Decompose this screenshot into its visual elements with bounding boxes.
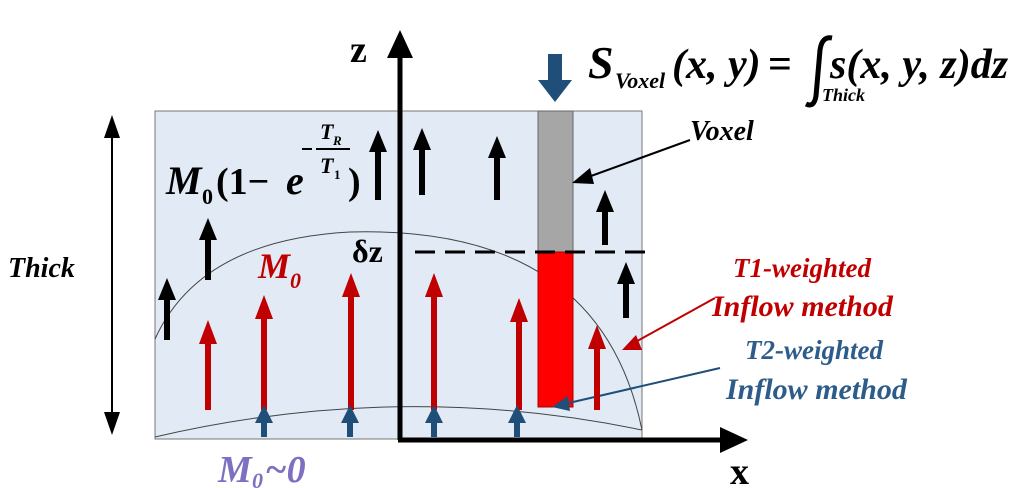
dz-label: δz bbox=[352, 233, 383, 269]
eq-s: S bbox=[588, 37, 614, 88]
black-arrows bbox=[158, 128, 635, 340]
blue-up-arrow bbox=[508, 405, 526, 437]
slice-arrow-shaft bbox=[548, 54, 562, 82]
m0-label-subscript: 0 bbox=[290, 268, 301, 293]
t1-pointer-head bbox=[622, 335, 642, 350]
voxel-pointer-head bbox=[572, 168, 594, 184]
recovery-expression: M 0 (1− e T R T 1 ) bbox=[165, 119, 361, 209]
black-up-arrow bbox=[413, 128, 431, 195]
dome-outer bbox=[154, 231, 643, 431]
red-up-arrow bbox=[588, 325, 606, 410]
voxel-label: Voxel bbox=[690, 116, 754, 147]
eq-integral-subscript: Thick bbox=[822, 85, 865, 105]
x-axis-arrowhead bbox=[720, 427, 748, 453]
red-up-arrow bbox=[510, 298, 528, 410]
voxel-pointer bbox=[579, 139, 691, 181]
slice-arrow-head bbox=[538, 80, 572, 102]
recovery-m: M bbox=[165, 158, 203, 203]
m0-label: M bbox=[257, 246, 292, 286]
thick-arrow-top bbox=[104, 115, 120, 138]
voxel-red bbox=[537, 251, 574, 408]
integral-sign bbox=[804, 35, 833, 108]
eq-s-subscript: Voxel bbox=[615, 68, 666, 93]
eq-equals: = bbox=[768, 42, 792, 88]
thick-label: Thick bbox=[8, 253, 75, 284]
blue-up-arrow bbox=[425, 405, 443, 437]
signal-equation: S Voxel (x, y) = s(x, y, z)dz Thick bbox=[588, 35, 1009, 108]
recovery-open: (1− bbox=[216, 161, 269, 203]
eq-integrand: s(x, y, z)dz bbox=[829, 42, 1009, 88]
eq-lhs-args: (x, y) bbox=[672, 42, 761, 88]
red-up-arrow bbox=[255, 295, 273, 410]
black-up-arrow bbox=[199, 218, 217, 280]
red-up-arrow bbox=[342, 273, 360, 410]
x-axis-label: x bbox=[730, 451, 749, 488]
exp-den-sub: 1 bbox=[334, 167, 341, 182]
recovery-m-sub: 0 bbox=[202, 184, 213, 209]
recovery-e: e bbox=[286, 158, 304, 203]
blue-up-arrow bbox=[255, 405, 273, 437]
recovery-close: ) bbox=[348, 161, 361, 203]
thick-arrow-bottom bbox=[104, 412, 120, 435]
voxel-gray bbox=[537, 110, 574, 253]
z-axis-arrowhead bbox=[387, 30, 413, 58]
z-axis-label: z bbox=[350, 29, 367, 71]
t2-pointer bbox=[559, 367, 721, 406]
black-up-arrow bbox=[488, 136, 506, 200]
blue-arrows bbox=[255, 405, 526, 437]
t1-pointer bbox=[629, 297, 716, 346]
t2-pointer-head bbox=[552, 396, 570, 411]
t1-label-line2: Inflow method bbox=[711, 290, 894, 323]
t1-label-line1: T1-weighted bbox=[733, 253, 871, 283]
red-up-arrow bbox=[425, 273, 443, 410]
red-up-arrow bbox=[199, 320, 217, 410]
black-up-arrow bbox=[369, 130, 387, 200]
m0-approx-suffix: ~0 bbox=[265, 449, 306, 488]
black-up-arrow bbox=[158, 278, 176, 340]
exp-num-sub: R bbox=[332, 133, 342, 148]
t2-label-line2: Inflow method bbox=[725, 373, 908, 406]
exp-num: T bbox=[320, 119, 335, 144]
red-arrows bbox=[199, 273, 606, 410]
t2-label-line1: T2-weighted bbox=[745, 335, 883, 365]
blue-up-arrow bbox=[341, 405, 359, 437]
black-up-arrow bbox=[596, 190, 614, 245]
black-up-arrow bbox=[617, 262, 635, 318]
m0-approx-subscript: 0 bbox=[252, 468, 263, 488]
exp-den: T bbox=[320, 153, 335, 178]
m0-approx-label: M bbox=[217, 449, 253, 488]
